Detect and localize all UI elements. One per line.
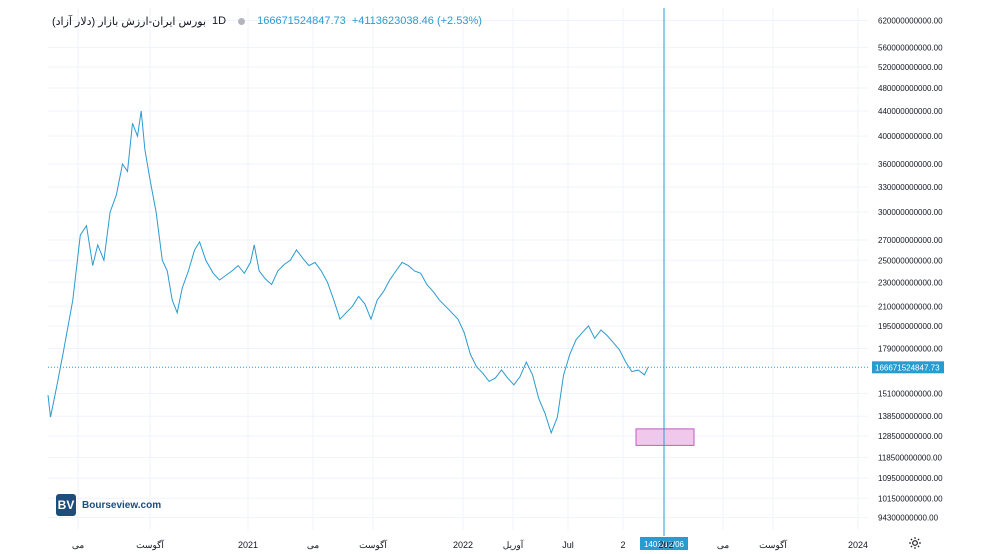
symbol-name: بورس ایران-ارزش بازار (دلار آزاد) bbox=[52, 15, 207, 28]
y-tick-label: 250000000000.00 bbox=[878, 256, 943, 265]
y-tick-label: 560000000000.00 bbox=[878, 43, 943, 52]
y-tick-label: 520000000000.00 bbox=[878, 63, 943, 72]
gear-icon[interactable] bbox=[908, 536, 922, 550]
last-value: 166671524847.73 bbox=[257, 15, 346, 27]
y-axis[interactable]: 620000000000.00 560000000000.00 5200000000… bbox=[878, 16, 943, 522]
last-price-label: 166671524847.73 bbox=[875, 363, 940, 372]
y-tick-label: 300000000000.00 bbox=[878, 208, 943, 217]
highlight-box-layer bbox=[635, 428, 695, 446]
y-tick-label: 101500000000.00 bbox=[878, 494, 943, 503]
y-tick-label: 440000000000.00 bbox=[878, 107, 943, 116]
y-tick-label: 210000000000.00 bbox=[878, 302, 943, 311]
x-tick-label: آگوست bbox=[759, 539, 787, 551]
y-tick-label: 480000000000.00 bbox=[878, 84, 943, 93]
chart-legend: بورس ایران-ارزش بازار (دلار آزاد) 1D 166… bbox=[52, 12, 482, 30]
timeframe-label[interactable]: 1D bbox=[212, 15, 227, 27]
x-tick-label: آگوست bbox=[136, 539, 164, 551]
chart-grid bbox=[48, 8, 868, 530]
y-tick-label: 94300000000.00 bbox=[878, 514, 939, 523]
x-tick-label: می bbox=[717, 540, 730, 550]
y-tick-label: 118500000000.00 bbox=[878, 453, 942, 462]
x-tick-label: 2024 bbox=[848, 540, 868, 550]
status-dot-icon bbox=[238, 17, 246, 25]
x-tick-label: آوریل bbox=[503, 539, 524, 551]
y-tick-label: 195000000000.00 bbox=[878, 322, 943, 331]
crosshair-date-badge bbox=[640, 537, 688, 550]
x-tick-label: 2022 bbox=[453, 540, 473, 550]
x-tick-label: 2021 bbox=[238, 540, 258, 550]
x-tick-label: می bbox=[72, 540, 85, 550]
price-series-line bbox=[47, 110, 649, 435]
x-tick-label: 2 bbox=[620, 540, 625, 550]
y-tick-label: 230000000000.00 bbox=[878, 278, 943, 287]
crosshair-layer: 1401/12/06 bbox=[640, 8, 688, 550]
x-tick-label: 202 bbox=[658, 540, 673, 550]
y-tick-label: 179000000000.00 bbox=[878, 344, 943, 353]
y-tick-label: 620000000000.00 bbox=[878, 16, 943, 25]
x-axis[interactable]: می آگوست 2021 می آگوست 2022 آوریل Jul 2 202 می آگوس… bbox=[72, 539, 868, 551]
x-tick-label: Jul bbox=[562, 540, 574, 550]
y-tick-label: 138500000000.00 bbox=[878, 412, 943, 421]
last-price-badge bbox=[872, 361, 944, 374]
y-tick-label: 360000000000.00 bbox=[878, 160, 943, 169]
y-tick-label: 270000000000.00 bbox=[878, 236, 943, 245]
highlight-box bbox=[635, 428, 695, 446]
y-tick-label: 330000000000.00 bbox=[878, 183, 943, 192]
x-tick-label: می bbox=[307, 540, 320, 550]
x-tick-label: آگوست bbox=[359, 539, 387, 551]
y-tick-label: 128500000000.00 bbox=[878, 432, 943, 441]
y-tick-label: 400000000000.00 bbox=[878, 132, 943, 141]
crosshair-date-label: 1401/12/06 bbox=[644, 540, 685, 549]
last-price-line-layer: 166671524847.73 bbox=[48, 361, 944, 374]
y-tick-label: 109500000000.00 bbox=[878, 474, 943, 483]
y-tick-label: 151000000000.00 bbox=[878, 389, 943, 398]
logo-text: Bourseview.com bbox=[82, 499, 162, 511]
logo: BV Bourseview.com bbox=[56, 494, 161, 516]
change-value: +4113623038.46 (+2.53%) bbox=[351, 15, 482, 27]
logo-mark: BV bbox=[56, 494, 76, 516]
